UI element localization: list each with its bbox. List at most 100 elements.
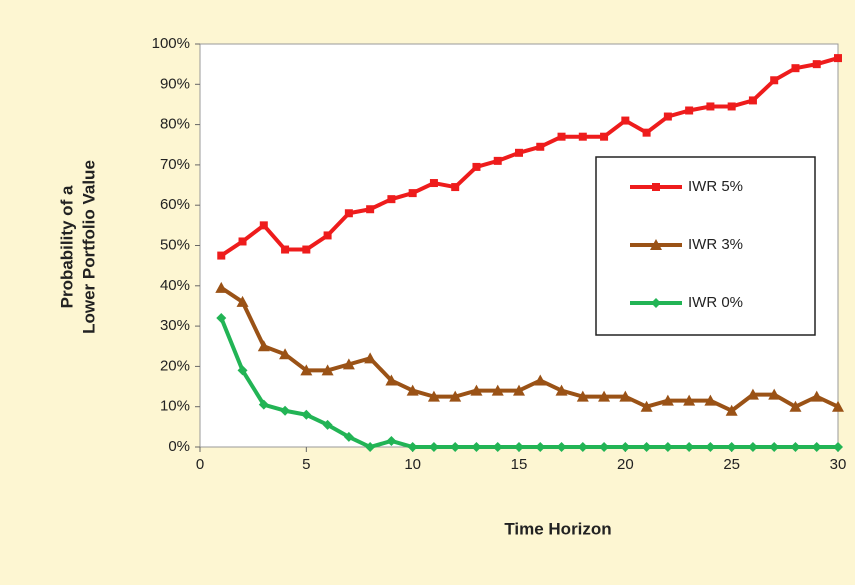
marker [236,295,249,307]
marker [300,364,313,376]
marker [662,442,673,452]
marker [258,399,269,410]
marker [769,442,780,452]
legend-marker [651,298,661,308]
marker [472,162,481,171]
marker [217,251,226,260]
marker [301,409,312,420]
marker [791,64,800,73]
legend-marker [652,183,660,191]
marker [684,442,695,452]
marker [685,106,694,115]
marker [557,132,566,141]
x-axis-label: Time Horizon [504,519,611,538]
marker [706,102,715,111]
marker [661,394,674,406]
marker [599,442,610,452]
marker [535,442,546,452]
x-tick-label: 0 [196,456,204,473]
marker [727,102,736,111]
marker [556,442,567,452]
marker [705,442,716,452]
y-tick-label: 10% [160,398,190,415]
marker [514,442,524,452]
marker [451,183,460,192]
y-tick-label: 70% [160,156,190,173]
marker [279,348,292,360]
marker [513,384,525,396]
marker [790,442,801,452]
marker [619,390,632,402]
marker [663,112,672,121]
y-tick-label: 0% [168,438,190,455]
marker [449,390,462,402]
y-tick-label: 60% [160,196,190,213]
x-tick-label: 5 [302,456,310,473]
legend-label: IWR 0% [688,294,743,311]
marker [429,179,438,188]
marker [726,442,737,452]
marker [280,405,291,416]
marker [683,394,696,406]
marker [491,384,504,396]
marker [470,384,483,396]
marker [770,76,779,85]
marker [748,96,757,105]
marker [281,245,290,254]
marker [259,221,268,230]
marker [385,374,398,386]
marker [406,384,419,396]
y-tick-label: 30% [160,317,190,334]
marker [364,352,377,364]
marker [257,340,270,352]
marker [811,442,822,452]
marker [725,404,738,416]
marker [366,205,375,214]
marker [386,435,397,446]
marker [493,156,502,165]
x-tick-label: 30 [830,456,847,473]
marker [408,189,417,198]
marker [578,132,587,141]
marker [834,54,842,63]
marker [428,442,439,452]
marker [216,313,227,324]
y-tick-label: 20% [160,357,190,374]
marker [365,442,376,452]
y-tick-label: 90% [160,75,190,92]
marker [342,358,355,370]
x-tick-label: 25 [723,456,740,473]
marker [534,374,547,386]
marker [576,390,589,402]
y-tick-label: 80% [160,116,190,133]
marker [427,390,440,402]
marker [621,116,630,125]
marker [322,419,333,430]
legend-marker [650,239,662,250]
marker [321,364,334,376]
x-tick-label: 15 [511,456,528,473]
marker [704,394,717,406]
marker [237,365,248,376]
marker [471,442,482,452]
marker [344,209,353,218]
marker [302,245,311,254]
marker [768,388,781,400]
y-tick-label: 50% [160,236,190,253]
marker [620,442,631,452]
marker [747,442,758,452]
marker [746,388,759,400]
marker [492,442,503,452]
x-tick-label: 20 [617,456,634,473]
y-tick-label: 100% [152,35,190,52]
marker [640,400,653,412]
marker [833,442,843,452]
marker [450,442,461,452]
marker [832,400,844,412]
marker [238,237,247,246]
marker [600,132,609,141]
x-tick-label: 10 [404,456,421,473]
series-line [220,286,839,413]
